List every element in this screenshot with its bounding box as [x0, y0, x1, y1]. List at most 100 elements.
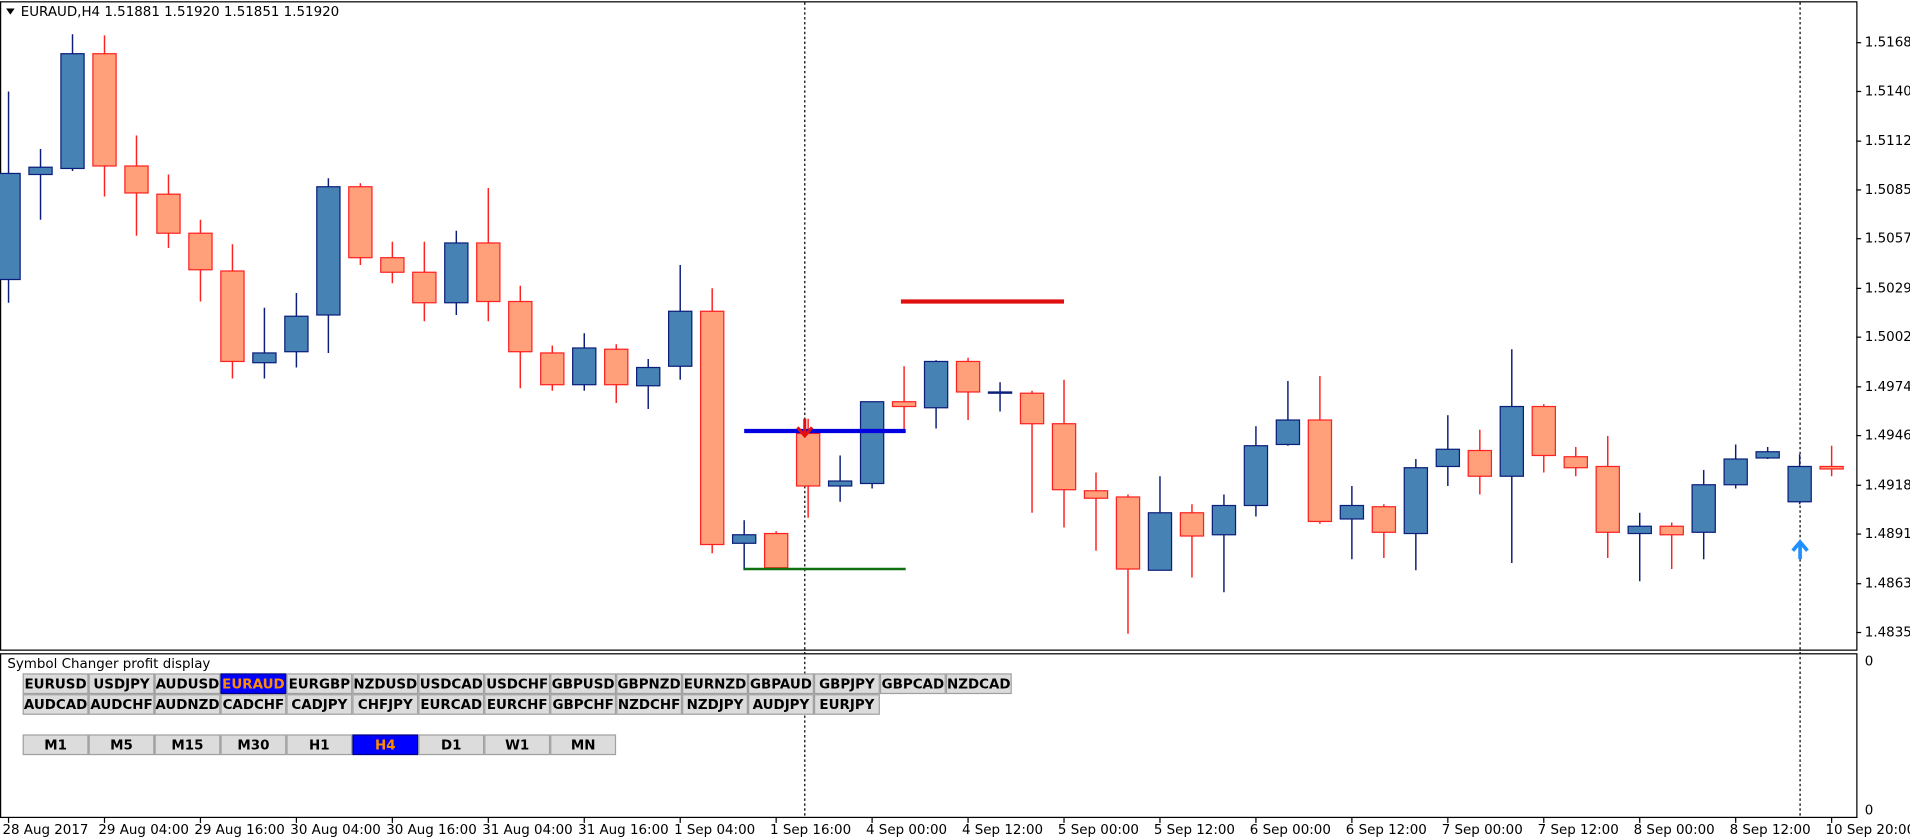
button[interactable] [484, 694, 551, 715]
candle-body [1147, 512, 1173, 571]
candle-body [1403, 467, 1429, 535]
button-label[interactable]: GBPNZD [617, 677, 680, 692]
button[interactable] [352, 694, 419, 715]
button-label[interactable]: AUDUSD [156, 677, 220, 692]
button-label[interactable]: M30 [237, 738, 269, 753]
button[interactable] [154, 734, 221, 756]
button-label[interactable]: NZDCHF [618, 698, 680, 713]
candle-body [1115, 496, 1141, 570]
button-label[interactable]: EURUSD [25, 677, 87, 692]
button[interactable] [418, 694, 485, 715]
button[interactable] [682, 694, 749, 715]
button-label[interactable]: GBPUSD [552, 677, 615, 692]
button[interactable] [22, 734, 89, 756]
button[interactable] [813, 673, 880, 695]
button-label[interactable]: M1 [44, 738, 67, 753]
candle-body [1627, 525, 1652, 535]
button-label[interactable]: D1 [441, 738, 461, 753]
candle-body [955, 360, 981, 393]
button-label[interactable]: AUDCAD [24, 698, 87, 713]
button-label[interactable]: GBPCAD [882, 677, 944, 692]
button-label[interactable]: NZDJPY [687, 698, 744, 713]
button-label[interactable]: EURGBP [289, 677, 351, 692]
button-label[interactable]: USDCHF [486, 677, 548, 692]
button[interactable] [550, 694, 617, 715]
x-tick-label: 5 Sep 12:00 [1154, 823, 1235, 838]
candle-body [1435, 448, 1461, 468]
button[interactable] [616, 694, 683, 715]
chart-title: EURAUD,H4 1.51881 1.51920 1.51851 1.5192… [21, 5, 339, 20]
button[interactable] [286, 734, 353, 756]
button-label[interactable]: EURCHF [487, 698, 548, 713]
y-tick-label: 1.48910 [1865, 527, 1910, 542]
button[interactable] [154, 694, 221, 715]
button-label[interactable]: W1 [505, 738, 529, 753]
button[interactable] [286, 694, 353, 715]
button[interactable] [88, 694, 155, 715]
button-label[interactable]: M15 [171, 738, 203, 753]
button[interactable] [418, 734, 485, 756]
x-tick-label: 1 Sep 04:00 [674, 823, 755, 838]
button[interactable] [682, 673, 749, 695]
button-label[interactable]: H4 [375, 738, 396, 753]
button[interactable] [286, 673, 353, 695]
button-label[interactable]: CADCHF [223, 698, 285, 713]
button[interactable] [154, 673, 221, 695]
button-label[interactable]: AUDNZD [155, 698, 219, 713]
button[interactable] [813, 694, 880, 715]
button[interactable] [220, 734, 287, 756]
button[interactable] [550, 734, 617, 756]
button-label[interactable]: EURJPY [819, 698, 874, 713]
candle-body [1083, 490, 1109, 499]
button-label[interactable]: MN [571, 738, 596, 753]
button[interactable] [484, 734, 551, 756]
button[interactable] [220, 673, 287, 695]
button[interactable] [418, 673, 485, 695]
button-label[interactable]: CHFJPY [358, 698, 413, 713]
button[interactable] [220, 694, 287, 715]
button-label[interactable]: GBPJPY [819, 677, 875, 692]
button[interactable] [484, 673, 551, 695]
x-tick-label: 30 Aug 16:00 [386, 823, 477, 838]
candle-body [1051, 423, 1077, 491]
button-label[interactable]: NZDUSD [353, 677, 417, 692]
button-label[interactable]: GBPCHF [552, 698, 613, 713]
button-label[interactable]: NZDCAD [947, 677, 1011, 692]
button[interactable] [22, 694, 89, 715]
button-label[interactable]: M5 [110, 738, 133, 753]
button[interactable] [879, 673, 946, 695]
button-label[interactable]: CADJPY [291, 698, 347, 713]
candle-body [1243, 445, 1269, 507]
button-label[interactable]: EURNZD [684, 677, 747, 692]
menu-triangle[interactable] [6, 8, 15, 15]
button-label[interactable]: USDCAD [420, 677, 483, 692]
candle-body [220, 270, 245, 363]
button[interactable] [748, 694, 814, 715]
button[interactable] [88, 673, 155, 695]
candle-body [316, 186, 341, 316]
candle-body [348, 186, 373, 259]
y-tick-label: 1.50850 [1865, 183, 1910, 198]
x-tick-label: 5 Sep 00:00 [1058, 823, 1139, 838]
candle-body [1275, 419, 1301, 446]
button-label[interactable]: EURCAD [420, 698, 482, 713]
candle-body [28, 166, 53, 176]
button-label[interactable]: USDJPY [93, 677, 150, 692]
button-label[interactable]: H1 [309, 738, 330, 753]
button-label[interactable]: GBPAUD [750, 677, 812, 692]
button-label[interactable]: EURAUD [222, 677, 284, 692]
x-tick-label: 29 Aug 04:00 [98, 823, 189, 838]
button[interactable] [22, 673, 89, 695]
button[interactable] [616, 673, 683, 695]
button[interactable] [748, 673, 814, 695]
button[interactable] [550, 673, 617, 695]
y-tick-label: 1.51405 [1865, 84, 1910, 99]
button[interactable] [352, 734, 419, 756]
candle-body [1179, 512, 1205, 537]
button-label[interactable]: AUDJPY [753, 698, 810, 713]
button[interactable] [88, 734, 155, 756]
button-label[interactable]: AUDCHF [90, 698, 152, 713]
button[interactable] [352, 673, 419, 695]
button[interactable] [945, 673, 1012, 695]
